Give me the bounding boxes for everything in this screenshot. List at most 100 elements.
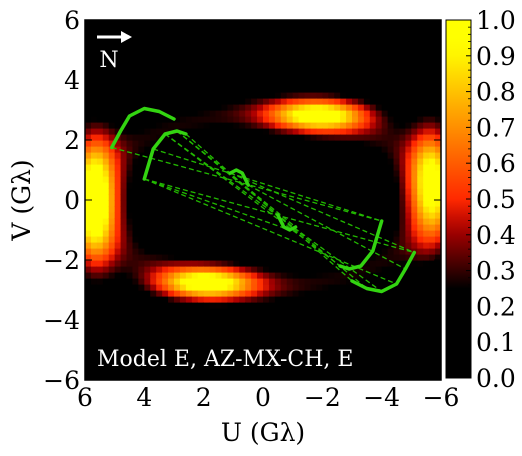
heatmap-cell bbox=[96, 230, 104, 237]
heatmap-cell bbox=[399, 158, 406, 165]
heatmap-cell bbox=[233, 314, 240, 321]
heatmap-cell bbox=[174, 296, 181, 303]
heatmap-cell bbox=[227, 260, 234, 267]
heatmap-cell bbox=[138, 302, 145, 309]
heatmap-cell bbox=[375, 266, 383, 273]
heatmap-cell bbox=[90, 212, 98, 219]
heatmap-cell bbox=[340, 248, 347, 255]
heatmap-cell bbox=[268, 302, 276, 309]
heatmap-cell bbox=[114, 92, 122, 99]
heatmap-cell bbox=[375, 182, 383, 189]
heatmap-cell bbox=[144, 272, 151, 279]
heatmap-cell bbox=[120, 176, 128, 183]
heatmap-cell bbox=[138, 212, 145, 219]
heatmap-cell bbox=[102, 152, 110, 159]
heatmap-cell bbox=[357, 296, 365, 303]
heatmap-cell bbox=[144, 182, 151, 189]
heatmap-cell bbox=[126, 134, 134, 141]
heatmap-cell bbox=[114, 206, 122, 213]
heatmap-cell bbox=[346, 278, 353, 285]
heatmap-cell bbox=[357, 104, 365, 111]
heatmap-cell bbox=[405, 242, 412, 249]
heatmap-cell bbox=[363, 110, 371, 117]
heatmap-cell bbox=[352, 104, 359, 111]
heatmap-cell bbox=[150, 254, 157, 261]
heatmap-cell bbox=[423, 110, 430, 117]
heatmap-cell bbox=[174, 278, 181, 285]
heatmap-cell bbox=[375, 212, 383, 219]
heatmap-cell bbox=[286, 122, 294, 129]
heatmap-cell bbox=[227, 314, 234, 321]
heatmap-cell bbox=[85, 248, 92, 255]
heatmap-cell bbox=[375, 164, 383, 171]
heatmap-cell bbox=[393, 254, 401, 261]
heatmap-cell bbox=[96, 116, 104, 123]
heatmap-cell bbox=[340, 278, 347, 285]
heatmap-cell bbox=[334, 254, 341, 261]
heatmap-cell bbox=[156, 128, 163, 135]
heatmap-cell bbox=[328, 92, 335, 99]
heatmap-cell bbox=[174, 242, 181, 249]
heatmap-cell bbox=[393, 98, 401, 105]
baseline-dashed-link bbox=[144, 178, 290, 231]
heatmap-cell bbox=[393, 152, 401, 159]
heatmap-cell bbox=[138, 98, 145, 105]
heatmap-cell bbox=[411, 230, 418, 237]
heatmap-cell bbox=[423, 212, 430, 219]
heatmap-cell bbox=[257, 272, 264, 279]
heatmap-cell bbox=[108, 92, 116, 99]
heatmap-cell bbox=[85, 182, 92, 189]
heatmap-cell bbox=[221, 254, 228, 261]
heatmap-cell bbox=[179, 308, 187, 315]
heatmap-cell bbox=[274, 74, 282, 81]
heatmap-cell bbox=[280, 308, 288, 315]
heatmap-cell bbox=[215, 296, 223, 303]
heatmap-cell bbox=[268, 284, 276, 291]
x-axis-label: U (Gλ) bbox=[221, 418, 305, 447]
heatmap-cell bbox=[280, 146, 288, 153]
heatmap-cell bbox=[298, 242, 306, 249]
heatmap-cell bbox=[393, 200, 401, 207]
heatmap-cell bbox=[168, 260, 175, 267]
heatmap-cell bbox=[352, 140, 359, 147]
heatmap-cell bbox=[393, 176, 401, 183]
heatmap-cell bbox=[245, 134, 252, 141]
heatmap-cell bbox=[340, 134, 347, 141]
heatmap-cell bbox=[387, 92, 395, 99]
heatmap-cell bbox=[102, 302, 110, 309]
heatmap-cell bbox=[263, 260, 270, 267]
heatmap-cell bbox=[352, 302, 359, 309]
heatmap-cell bbox=[381, 152, 389, 159]
heatmap-cell bbox=[399, 194, 406, 201]
heatmap-cell bbox=[191, 266, 199, 273]
heatmap-cell bbox=[168, 224, 175, 231]
heatmap-cell bbox=[340, 308, 347, 315]
heatmap-cell bbox=[85, 218, 92, 225]
heatmap-cell bbox=[310, 266, 317, 273]
heatmap-cell bbox=[215, 80, 223, 87]
heatmap-cell bbox=[381, 116, 389, 123]
heatmap-cell bbox=[138, 146, 145, 153]
heatmap-cell bbox=[85, 134, 92, 141]
heatmap-cell bbox=[363, 266, 371, 273]
heatmap-cell bbox=[126, 128, 134, 135]
heatmap-cell bbox=[393, 194, 401, 201]
heatmap-cell bbox=[375, 122, 383, 129]
heatmap-cell bbox=[423, 296, 430, 303]
heatmap-cell bbox=[268, 74, 276, 81]
heatmap-cell bbox=[90, 122, 98, 129]
heatmap-cell bbox=[310, 272, 317, 279]
heatmap-cell bbox=[263, 272, 270, 279]
heatmap-cell bbox=[274, 284, 282, 291]
heatmap-cell bbox=[292, 98, 300, 105]
heatmap-cell bbox=[85, 314, 92, 321]
heatmap-cell bbox=[411, 104, 418, 111]
heatmap-cell bbox=[399, 224, 406, 231]
heatmap-cell bbox=[239, 296, 246, 303]
heatmap-cell bbox=[263, 308, 270, 315]
heatmap-cell bbox=[405, 104, 412, 111]
heatmap-cell bbox=[387, 230, 395, 237]
heatmap-cell bbox=[423, 272, 430, 279]
heatmap-cell bbox=[387, 260, 395, 267]
heatmap-cell bbox=[245, 314, 252, 321]
